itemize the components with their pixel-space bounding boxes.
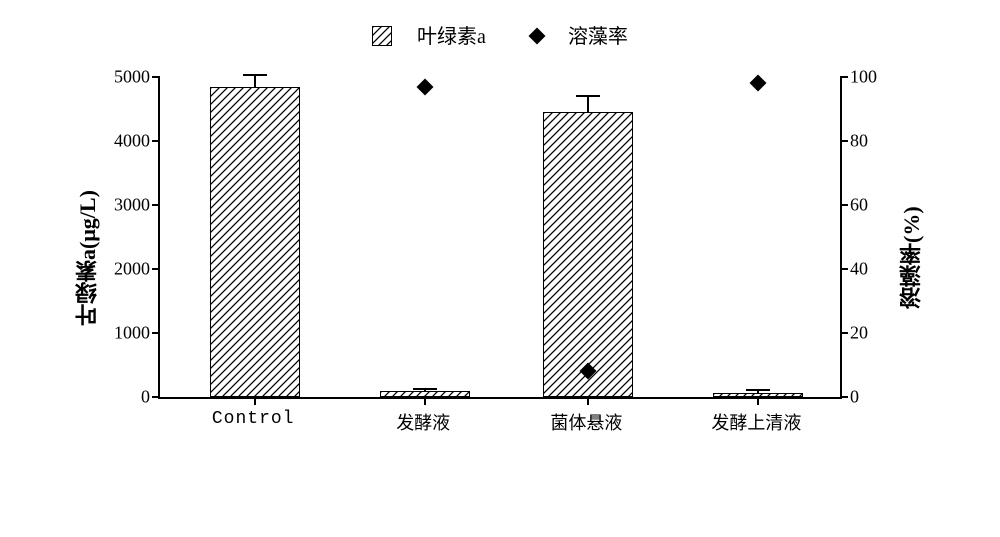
y-left-tick-label: 0 xyxy=(141,387,150,408)
legend-marker-swatch xyxy=(528,28,545,45)
x-tick-label: 发酵液 xyxy=(396,409,450,435)
bar xyxy=(713,393,803,397)
legend: 叶绿素a 溶藻率 xyxy=(20,20,980,49)
y-right-tick-label: 0 xyxy=(850,387,859,408)
y-right-tick-label: 80 xyxy=(850,131,868,152)
bar xyxy=(380,391,470,397)
y-right-tick-label: 20 xyxy=(850,323,868,344)
chart: 叶绿素a(μg/L) 010002000300040005000 Control… xyxy=(20,77,980,439)
y-right-tick-label: 100 xyxy=(850,67,877,88)
y-axis-right-ticks: 020406080100 xyxy=(842,77,890,397)
x-axis: Control 发酵液 菌体悬液 发酵上清液 xyxy=(158,399,838,439)
y-left-tick-label: 1000 xyxy=(114,323,150,344)
y-axis-right-label: 溶藻率(%) xyxy=(896,77,928,439)
y-left-tick-label: 5000 xyxy=(114,67,150,88)
lysis-rate-marker xyxy=(417,78,434,95)
legend-bar-swatch xyxy=(372,26,392,46)
y-left-tick-label: 4000 xyxy=(114,131,150,152)
x-tick-label: Control xyxy=(212,409,295,429)
bar xyxy=(210,87,300,397)
plot-area xyxy=(158,77,842,399)
y-axis-left-label: 叶绿素a(μg/L) xyxy=(72,77,104,439)
legend-bar-label: 叶绿素a xyxy=(417,26,486,48)
y-axis-left-ticks: 010002000300040005000 xyxy=(110,77,158,397)
x-tick-label: 发酵上清液 xyxy=(711,409,801,435)
x-tick-label: 菌体悬液 xyxy=(550,409,622,435)
bar xyxy=(543,112,633,397)
y-right-tick-label: 40 xyxy=(850,259,868,280)
y-right-tick-label: 60 xyxy=(850,195,868,216)
y-left-tick-label: 2000 xyxy=(114,259,150,280)
legend-marker-label: 溶藻率 xyxy=(568,26,628,48)
lysis-rate-marker xyxy=(750,75,767,92)
y-left-tick-label: 3000 xyxy=(114,195,150,216)
